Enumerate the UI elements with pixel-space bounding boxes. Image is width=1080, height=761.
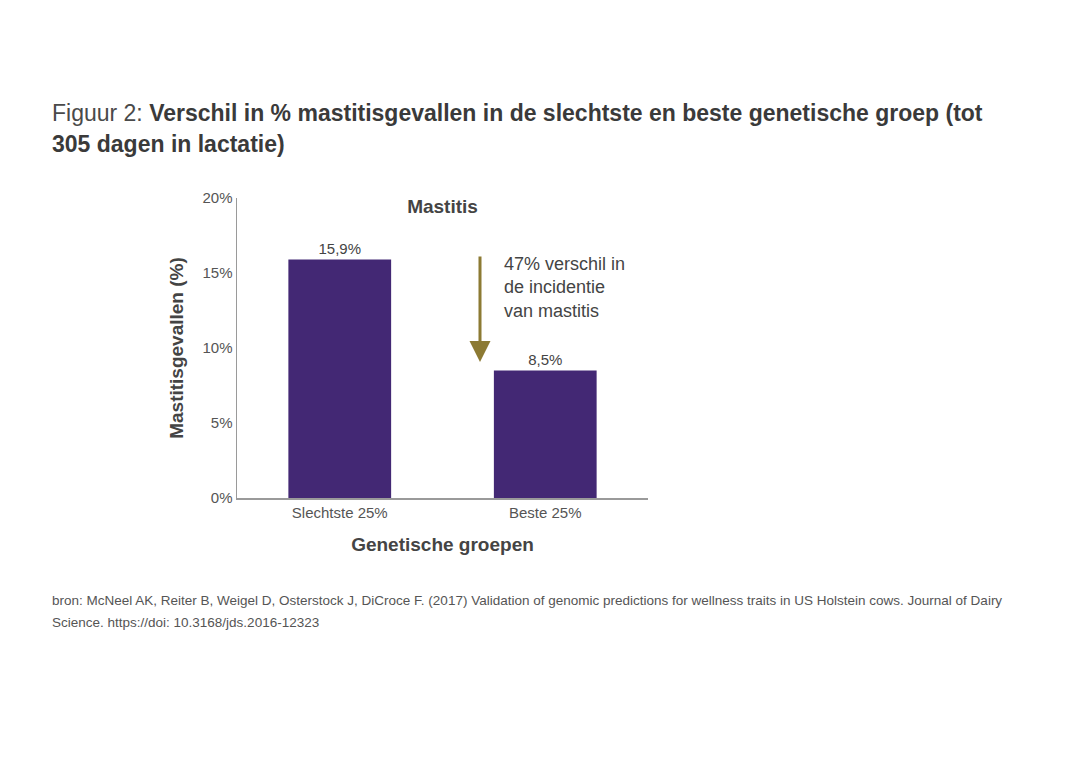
svg-text:Beste 25%: Beste 25%	[509, 504, 582, 521]
svg-text:Slechtste 25%: Slechtste 25%	[292, 504, 388, 521]
html-text:bron: McNeel AK, Reiter B, Wei: bron: McNeel AK, Reiter B, Weigel D, Ost…	[52, 593, 1003, 630]
svg-text:Mastitisgevallen (%): Mastitisgevallen (%)	[166, 257, 187, 439]
svg-text:20%: 20%	[202, 189, 232, 206]
svg-text:10%: 10%	[202, 339, 232, 356]
svg-text:15,9%: 15,9%	[318, 240, 361, 257]
svg-text:0%: 0%	[211, 489, 233, 506]
html-text:Figuur 2: Verschil in % mastit: Figuur 2: Verschil in % mastitisgevallen…	[52, 100, 983, 157]
svg-text:Mastitis: Mastitis	[407, 196, 478, 217]
svg-text:5%: 5%	[211, 414, 233, 431]
svg-text:Genetische groepen: Genetische groepen	[351, 534, 534, 555]
svg-text:8,5%: 8,5%	[528, 351, 562, 368]
svg-text:47% verschil inde incidentieva: 47% verschil inde incidentievan mastitis	[504, 254, 625, 321]
svg-text:15%: 15%	[202, 264, 232, 281]
